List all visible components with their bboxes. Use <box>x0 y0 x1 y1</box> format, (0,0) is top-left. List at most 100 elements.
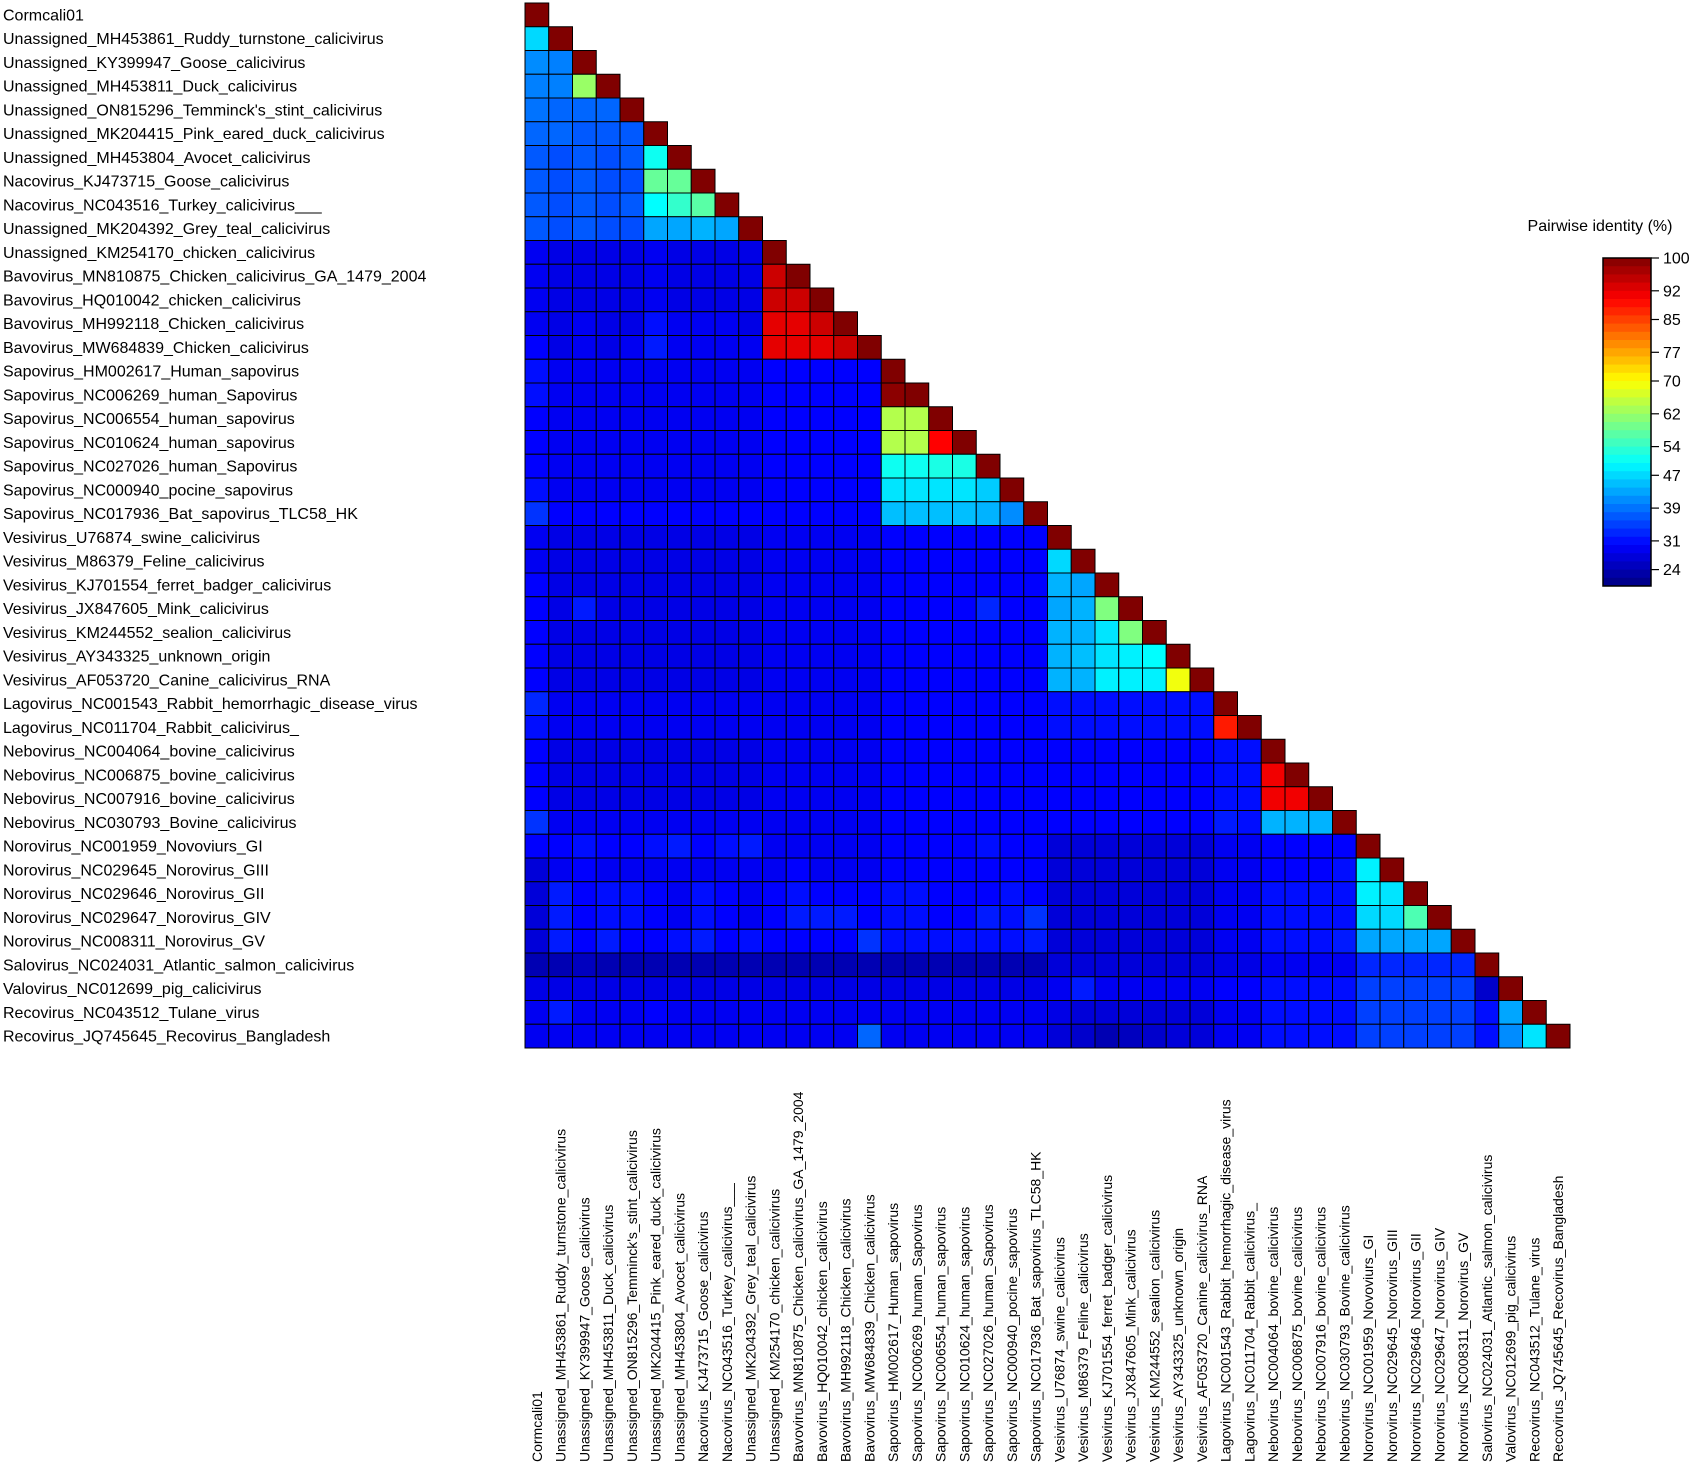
heatmap-cell <box>1308 833 1333 859</box>
heatmap-cell <box>999 548 1025 574</box>
heatmap-cell <box>524 50 550 75</box>
heatmap-cell <box>738 643 763 669</box>
heatmap-cell <box>999 857 1025 883</box>
heatmap-cell <box>975 525 1001 550</box>
heatmap-cell <box>999 952 1025 978</box>
heatmap-cell <box>1094 691 1120 716</box>
heatmap-cell <box>548 1023 573 1049</box>
heatmap-cell <box>643 548 668 574</box>
heatmap-cell <box>1070 881 1096 906</box>
heatmap-cell <box>643 596 668 621</box>
legend-tick-label: 39 <box>1663 501 1681 518</box>
heatmap-cell <box>1260 810 1286 835</box>
heatmap-cell <box>904 620 930 645</box>
heatmap-cell <box>619 477 645 503</box>
heatmap-cell <box>904 525 930 550</box>
heatmap-cell <box>548 548 573 574</box>
heatmap-cell <box>524 1023 550 1049</box>
heatmap-cell <box>1094 572 1120 598</box>
heatmap-cell <box>548 715 573 740</box>
heatmap-cell <box>714 905 740 930</box>
column-label: Unassigned_MH453804_Avocet_calicivirus <box>671 1193 687 1462</box>
heatmap-cell <box>1522 1023 1547 1049</box>
heatmap-cell <box>1308 1023 1333 1049</box>
heatmap-cell <box>999 715 1025 740</box>
heatmap-cell <box>1237 810 1262 835</box>
heatmap-cell <box>738 976 763 1001</box>
heatmap-cell <box>762 1000 787 1025</box>
heatmap-cell <box>1094 857 1120 883</box>
heatmap-cell <box>619 287 645 313</box>
heatmap-cell <box>1094 833 1120 859</box>
heatmap-cell <box>975 905 1001 930</box>
heatmap-cell <box>1237 762 1262 788</box>
heatmap-cell <box>857 928 882 954</box>
heatmap-cell <box>572 168 597 194</box>
heatmap-cell <box>857 952 882 978</box>
heatmap-cell <box>1023 525 1048 550</box>
heatmap-cell <box>952 952 977 978</box>
heatmap-cell <box>785 453 811 479</box>
heatmap-cell <box>548 216 573 241</box>
heatmap-cell <box>1023 952 1048 978</box>
heatmap-cell <box>548 952 573 978</box>
row-label: Nebovirus_NC007916_bovine_calicivirus <box>3 791 295 808</box>
column-label: Sapovirus_NC010624_human_sapovirus <box>956 1207 972 1462</box>
heatmap-cell <box>619 905 645 930</box>
heatmap-cell <box>928 1023 953 1049</box>
heatmap-cell <box>738 786 763 811</box>
heatmap-cell <box>880 667 906 693</box>
heatmap-cell <box>928 430 953 455</box>
heatmap-cell <box>643 525 668 550</box>
heatmap-cell <box>667 287 692 313</box>
heatmap-cell <box>762 548 787 574</box>
column-label: Cormcali01 <box>529 1391 545 1462</box>
heatmap-cell <box>880 691 906 716</box>
heatmap-cell <box>880 548 906 574</box>
heatmap-cell <box>1023 833 1048 859</box>
column-label: Vesivirus_KM244552_sealion_calicivirus <box>1146 1210 1162 1462</box>
heatmap-cell <box>1094 1023 1120 1049</box>
column-label: Nebovirus_NC004064_bovine_calicivirus <box>1265 1207 1281 1462</box>
legend-color-step <box>1603 372 1651 382</box>
heatmap-cell <box>1118 620 1143 645</box>
heatmap-cell <box>785 786 811 811</box>
heatmap-cell <box>643 976 668 1001</box>
heatmap-cell <box>1260 833 1286 859</box>
heatmap-cell <box>619 168 645 194</box>
heatmap-cell <box>1237 905 1262 930</box>
legend-color-step <box>1603 389 1651 398</box>
heatmap-cell <box>619 596 645 621</box>
heatmap-cell <box>738 287 763 313</box>
heatmap-cell <box>1427 976 1452 1001</box>
heatmap-cell <box>690 548 716 574</box>
legend-color-step <box>1603 479 1651 489</box>
heatmap-cell <box>548 192 573 218</box>
heatmap-cell <box>572 881 597 906</box>
heatmap-cell <box>1284 905 1310 930</box>
heatmap-cell <box>714 311 740 336</box>
heatmap-cell <box>975 952 1001 978</box>
heatmap-cell <box>785 881 811 906</box>
heatmap-cell <box>833 976 858 1001</box>
legend-color-step <box>1603 307 1651 316</box>
heatmap-cell <box>1070 596 1096 621</box>
legend-color-step <box>1603 520 1651 530</box>
heatmap-cell <box>809 382 835 408</box>
heatmap-cell <box>1260 762 1286 788</box>
heatmap-cell <box>548 382 573 408</box>
heatmap-cell <box>1047 928 1072 954</box>
heatmap-cell <box>595 905 621 930</box>
heatmap-cell <box>928 525 953 550</box>
heatmap-cell <box>1118 786 1143 811</box>
heatmap-cell <box>1023 905 1048 930</box>
heatmap-cell <box>738 667 763 693</box>
heatmap-cell <box>785 382 811 408</box>
heatmap-cell <box>952 833 977 859</box>
heatmap-cell <box>1118 738 1143 764</box>
heatmap-cell <box>1237 952 1262 978</box>
heatmap-cell <box>762 311 787 336</box>
column-label: Norovirus_NC029646_Norovirus_GII <box>1408 1233 1424 1462</box>
heatmap-cell <box>904 976 930 1001</box>
heatmap-cell <box>809 857 835 883</box>
